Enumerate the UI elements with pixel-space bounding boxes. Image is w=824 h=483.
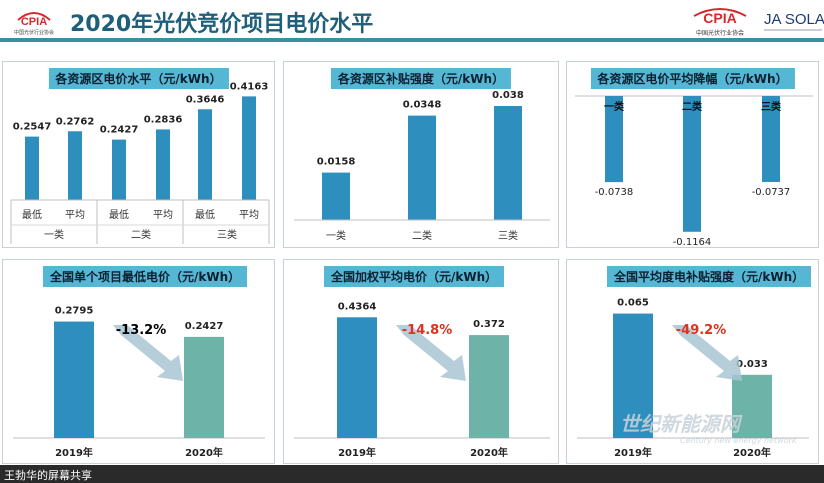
svg-text:中国光伏行业协会: 中国光伏行业协会 <box>14 29 54 36</box>
data-label: -0.0738 <box>595 187 634 198</box>
chart-national-subsidy: 0.065 2019年 0.033 2020年 -49.2% <box>577 298 809 459</box>
change-percentage: -49.2% <box>676 323 727 338</box>
svg-text:CPIA: CPIA <box>21 16 47 28</box>
chart-title: 各资源区电价平均降幅（元/kWh） <box>590 68 795 89</box>
panel-resource-decline: 一类 -0.0738 二类 -0.1164 三类 -0.0737 各资源区电价平均降幅（元… <box>566 61 819 248</box>
data-label: 0.372 <box>473 319 505 330</box>
group-label: 二类 <box>131 228 151 241</box>
chart-title: 各资源区电价水平（元/kWh） <box>48 68 229 89</box>
screen-share-label: 王勃华的屏幕共享 <box>4 469 92 482</box>
bar <box>242 96 256 200</box>
change-percentage: -13.2% <box>116 323 167 338</box>
cpia-logo-right: CPIA 中国光伏行业协会 <box>688 2 752 38</box>
data-label: 0.2836 <box>144 114 183 125</box>
bar <box>156 129 170 200</box>
trend-arrow-icon <box>396 325 466 381</box>
ja-solar-logo: JA SOLA <box>760 6 824 36</box>
data-label: -0.0737 <box>752 187 791 198</box>
bar <box>469 335 509 438</box>
panel-national-subsidy: 0.065 2019年 0.033 2020年 -49.2% 全国平均度电补贴强度（元/… <box>566 259 819 464</box>
x-tick-label: 2020年 <box>185 446 223 459</box>
chart-national-avg-price: 0.4364 2019年 0.372 2020年 -14.8% <box>294 301 550 459</box>
x-tick-label: 三类 <box>498 229 518 242</box>
data-label: 0.2427 <box>100 125 139 136</box>
x-tick-label: 二类 <box>412 229 432 242</box>
x-tick-label: 平均 <box>239 209 259 221</box>
bar <box>605 96 623 183</box>
x-tick-label: 平均 <box>65 209 85 221</box>
trend-arrow-icon <box>672 325 742 381</box>
bar <box>337 317 377 438</box>
bar <box>68 131 82 200</box>
panel-resource-subsidy: 0.0158 一类 0.0348 二类 0.038 三类 各资源区补贴强度（元/kWh） <box>283 61 559 248</box>
cpia-logo-left-graphic: CPIA 中国光伏行业协会 <box>14 12 54 36</box>
chart-resource-subsidy: 0.0158 一类 0.0348 二类 0.038 三类 <box>294 90 550 242</box>
bar <box>322 172 350 220</box>
x-tick-label: 最低 <box>109 208 129 221</box>
bar <box>732 374 772 438</box>
change-percentage: -14.8% <box>402 323 453 338</box>
group-label: 一类 <box>44 228 64 241</box>
panel-resource-price: 0.2547 最低 0.2762 平均 0.2427 最低 0.2836 平均 0.3646 最低… <box>2 61 275 248</box>
bar <box>198 109 212 200</box>
data-label: 0.4163 <box>230 81 269 92</box>
chart-title: 全国加权平均电价（元/kWh） <box>324 266 505 287</box>
screen-share-bar <box>0 465 824 483</box>
svg-text:JA SOLA: JA SOLA <box>764 11 824 28</box>
chart-title: 各资源区补贴强度（元/kWh） <box>330 68 512 89</box>
bar <box>683 96 701 232</box>
x-tick-label: 最低 <box>22 208 42 221</box>
data-label: 0.033 <box>736 359 768 370</box>
bar <box>112 139 126 200</box>
cpia-logo-left: CPIA 中国光伏行业协会 <box>12 4 56 36</box>
chart-resource-decline: 一类 -0.0738 二类 -0.1164 三类 -0.0737 <box>575 95 813 247</box>
ja-solar-logo-graphic: JA SOLA <box>764 11 824 31</box>
x-tick-label: 二类 <box>682 100 702 113</box>
data-label: 0.2795 <box>55 306 94 317</box>
chart-title: 全国单个项目最低电价（元/kWh） <box>43 266 248 287</box>
x-tick-label: 一类 <box>604 100 624 113</box>
svg-text:CPIA: CPIA <box>703 10 736 26</box>
cpia-logo-right-graphic: CPIA 中国光伏行业协会 <box>693 8 747 37</box>
data-label: 0.2762 <box>56 116 95 127</box>
chart-national-min-price: 0.2795 2019年 0.2427 2020年 -13.2% <box>13 306 265 459</box>
bar <box>184 336 224 438</box>
data-label: 0.3646 <box>186 94 225 105</box>
chart-title: 全国平均度电补贴强度（元/kWh） <box>607 266 812 287</box>
watermark-subtitle: Century new energy network <box>680 436 797 445</box>
bar <box>25 136 39 200</box>
bar <box>613 313 653 438</box>
x-tick-label: 平均 <box>153 209 173 221</box>
x-tick-label: 2020年 <box>733 446 771 459</box>
data-label: 0.038 <box>492 90 524 101</box>
bar <box>762 96 780 182</box>
x-tick-label: 2020年 <box>470 446 508 459</box>
x-tick-label: 2019年 <box>338 446 376 459</box>
trend-arrow-icon <box>113 325 183 381</box>
data-label: 0.4364 <box>338 301 377 312</box>
x-tick-label: 三类 <box>761 100 781 113</box>
data-label: 0.065 <box>617 298 649 309</box>
panel-national-avg-price: 0.4364 2019年 0.372 2020年 -14.8% 全国加权平均电价（元/k… <box>283 259 559 464</box>
header-divider <box>0 38 824 42</box>
bar <box>54 321 94 438</box>
x-tick-label: 一类 <box>326 229 346 242</box>
x-tick-label: 2019年 <box>55 446 93 459</box>
x-tick-label: 2019年 <box>614 446 652 459</box>
data-label: 0.0348 <box>403 100 442 111</box>
svg-text:中国光伏行业协会: 中国光伏行业协会 <box>696 29 744 37</box>
group-label: 三类 <box>217 228 237 241</box>
bar <box>408 115 436 220</box>
data-label: -0.1164 <box>673 237 712 247</box>
data-label: 0.2547 <box>13 122 52 133</box>
panel-national-min-price: 0.2795 2019年 0.2427 2020年 -13.2% 全国单个项目最低电价（… <box>2 259 275 464</box>
page-title: 2020年光伏竞价项目电价水平 <box>70 12 374 37</box>
chart-resource-price: 0.2547 最低 0.2762 平均 0.2427 最低 0.2836 平均 0.3646 最低… <box>10 81 270 244</box>
x-tick-label: 最低 <box>195 208 215 221</box>
bar <box>494 106 522 220</box>
watermark: 世纪新能源网 <box>620 412 740 436</box>
data-label: 0.2427 <box>185 321 224 332</box>
data-label: 0.0158 <box>317 157 356 168</box>
